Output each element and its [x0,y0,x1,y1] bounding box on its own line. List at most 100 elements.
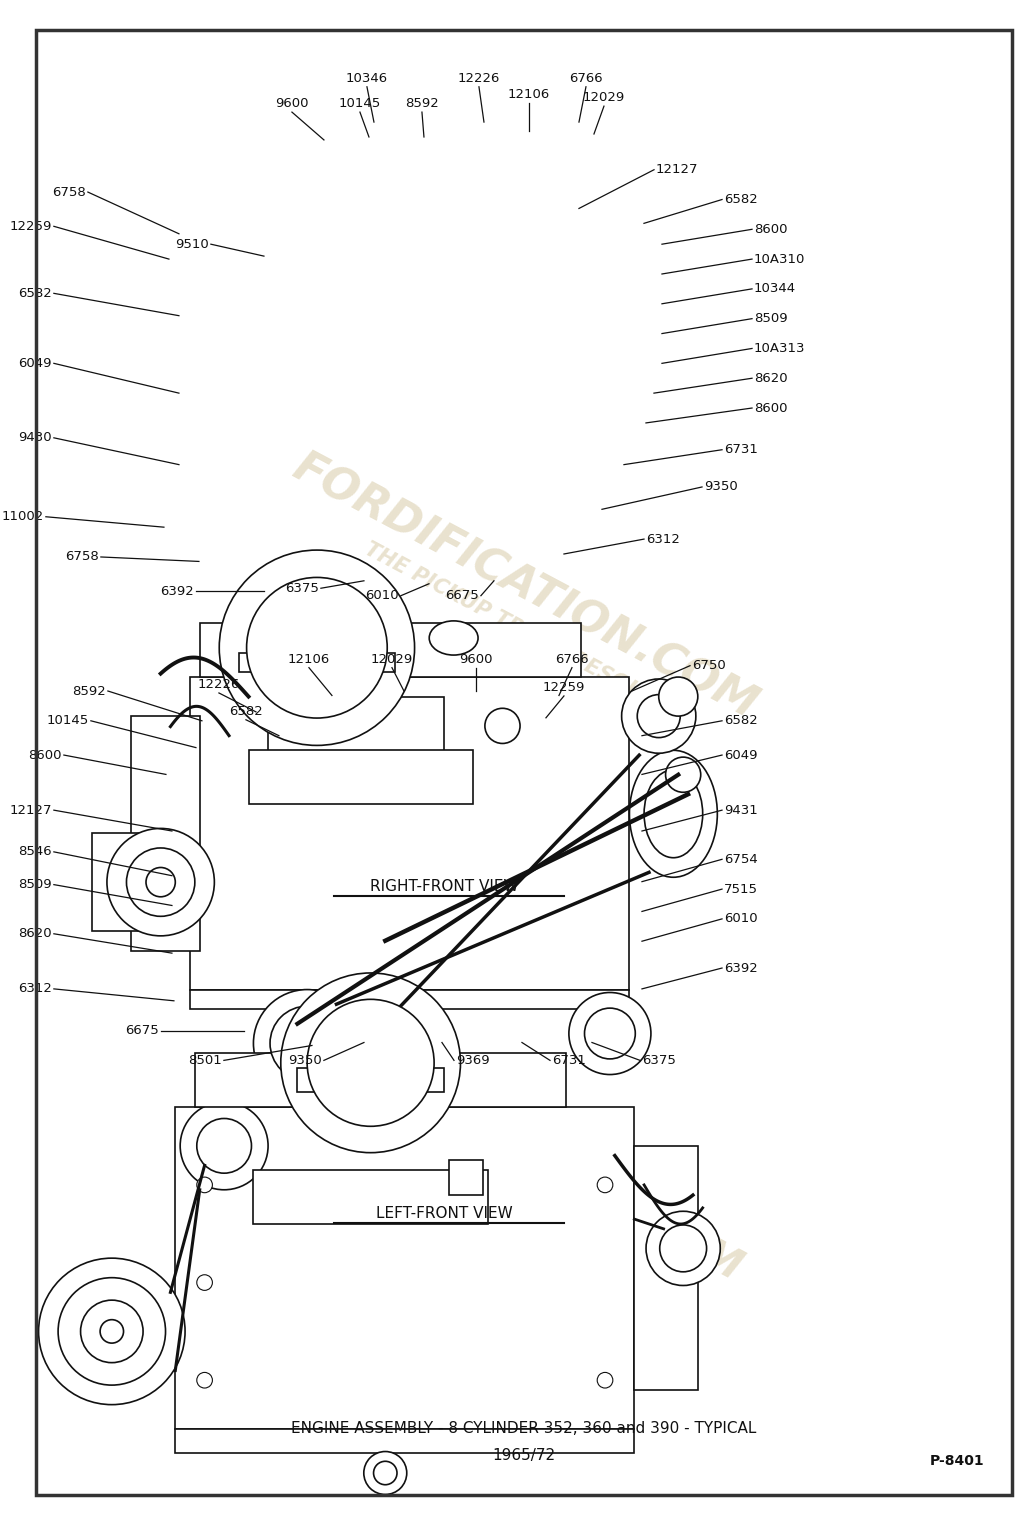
Text: 9510: 9510 [175,238,209,250]
Text: ENGINE ASSEMBLY - 8 CYLINDER 352, 360 and 390 - TYPICAL: ENGINE ASSEMBLY - 8 CYLINDER 352, 360 an… [291,1421,757,1435]
Circle shape [39,1258,185,1405]
Text: 10A310: 10A310 [754,253,805,265]
Circle shape [597,1177,612,1193]
Circle shape [646,1211,720,1286]
Text: 6049: 6049 [724,749,758,761]
Text: 6392: 6392 [724,962,758,974]
Text: 12029: 12029 [583,92,625,104]
Text: 6766: 6766 [555,653,589,666]
Text: 6731: 6731 [552,1054,586,1067]
Bar [634,1145,697,1389]
Text: 6312: 6312 [646,532,680,546]
Circle shape [247,578,387,718]
Text: 6675: 6675 [445,589,479,602]
Circle shape [659,1225,707,1272]
Text: 12106: 12106 [508,88,550,101]
Text: 9430: 9430 [18,432,52,444]
Text: 10145: 10145 [47,714,89,727]
Text: 6312: 6312 [18,982,52,996]
Text: 9350: 9350 [288,1054,322,1067]
Text: 12226: 12226 [458,72,500,85]
Text: 6766: 6766 [569,72,603,85]
Text: 6758: 6758 [52,186,86,198]
Text: LEFT-FRONT VIEW: LEFT-FRONT VIEW [376,1206,512,1222]
Text: 8600: 8600 [29,749,61,761]
Bar [268,697,443,755]
Text: 8501: 8501 [188,1054,222,1067]
Text: 6375: 6375 [642,1054,676,1067]
Circle shape [364,1452,407,1494]
Bar [78,1273,125,1380]
Bar [189,677,630,990]
Circle shape [100,1319,124,1344]
Text: P-8401: P-8401 [930,1455,984,1469]
Bar [249,750,473,804]
Circle shape [666,756,700,793]
Text: 8546: 8546 [18,845,52,859]
Bar [200,624,356,677]
Bar [385,624,581,677]
Ellipse shape [644,770,702,857]
Text: 6758: 6758 [66,551,99,563]
Text: 8509: 8509 [754,313,787,325]
Circle shape [180,1103,268,1190]
Text: 6754: 6754 [724,852,758,866]
Circle shape [270,1006,344,1080]
Circle shape [58,1278,166,1385]
Text: 6010: 6010 [724,912,758,926]
Circle shape [485,708,520,744]
Text: 1965/72: 1965/72 [493,1447,556,1462]
Text: 12259: 12259 [9,220,52,233]
Text: 9600: 9600 [459,653,493,666]
Bar [175,1429,634,1453]
Circle shape [197,1275,212,1290]
Text: 8620: 8620 [18,927,52,941]
Circle shape [307,999,434,1127]
Text: 12106: 12106 [288,653,330,666]
Circle shape [569,993,651,1075]
Text: 6375: 6375 [285,581,318,595]
Text: 6582: 6582 [18,287,52,300]
Text: 10A313: 10A313 [754,342,806,355]
Text: 6675: 6675 [125,1025,159,1037]
Text: 6010: 6010 [366,589,399,602]
Text: 8600: 8600 [754,223,787,236]
Circle shape [197,1177,212,1193]
Bar [239,653,395,673]
Circle shape [219,551,415,746]
Text: 11002: 11002 [2,511,44,523]
Circle shape [127,848,195,917]
Bar [195,1054,371,1107]
Text: 8592: 8592 [406,98,439,110]
Text: 7515: 7515 [724,883,758,895]
Text: 8509: 8509 [18,878,52,891]
Text: RIGHT-FRONT VIEW: RIGHT-FRONT VIEW [370,878,518,894]
Text: FORDIFICATION.COM: FORDIFICATION.COM [285,445,763,727]
Bar [92,833,141,930]
Circle shape [622,679,696,753]
Bar [297,1068,443,1092]
Text: 10344: 10344 [754,282,796,296]
Circle shape [290,1026,325,1061]
Text: 8620: 8620 [754,372,787,384]
Bar [189,990,630,1010]
Text: 6392: 6392 [160,584,194,598]
Text: 9369: 9369 [456,1054,489,1067]
Text: 6582: 6582 [229,705,263,718]
Text: 12226: 12226 [198,679,240,691]
Circle shape [658,677,697,717]
Bar [390,1054,566,1107]
Text: 6049: 6049 [18,357,52,371]
Circle shape [197,1118,252,1173]
Text: 10346: 10346 [346,72,388,85]
Circle shape [146,868,175,897]
Text: 6582: 6582 [724,714,758,727]
Text: 12127: 12127 [9,804,52,817]
Text: 12259: 12259 [543,682,585,694]
Bar [175,1107,634,1429]
Bar [449,1161,483,1194]
Text: 12029: 12029 [371,653,413,666]
Text: FORDIFICATION.COM: FORDIFICATION.COM [300,1025,749,1290]
Text: 12127: 12127 [656,163,698,177]
Text: 8600: 8600 [754,401,787,415]
